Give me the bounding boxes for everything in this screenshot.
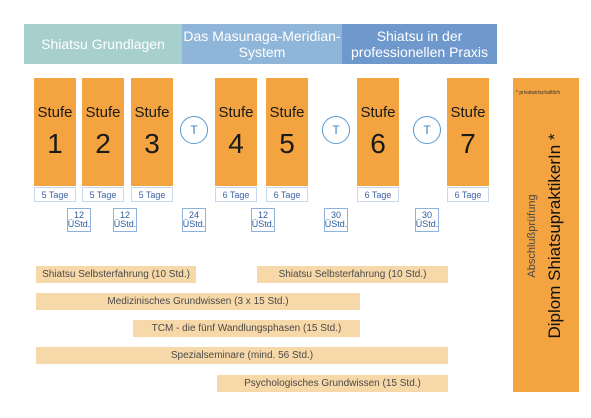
stage-label: Stufe [218, 104, 254, 121]
stage-label: Stufe [450, 104, 486, 121]
hours-box: 12 ÜStd. [113, 208, 137, 232]
hours-unit: ÜStd. [251, 219, 275, 229]
stage-4-days: 6 Tage [215, 187, 257, 202]
stage-number: 2 [95, 128, 111, 159]
stage-2: Stufe 2 [82, 78, 124, 186]
stage-number: 5 [279, 128, 295, 159]
stage-5: Stufe 5 [266, 78, 308, 186]
hours-box: 30 ÜStd. [324, 208, 348, 232]
stage-3-days: 5 Tage [131, 187, 173, 202]
hours-box: 12 ÜStd. [251, 208, 275, 232]
stage-label: Stufe [85, 104, 121, 121]
t-circle: T [322, 116, 350, 144]
bar-medizinisches-grundwissen: Medizinisches Grundwissen (3 x 15 Std.) [36, 293, 360, 310]
bar-spezialseminare: Spezialseminare (mind. 56 Std.) [36, 347, 448, 364]
hours-number: 12 [73, 210, 84, 220]
hours-number: 30 [421, 210, 432, 220]
stage-3: Stufe 3 [131, 78, 173, 186]
stage-number: 3 [144, 128, 160, 159]
hours-number: 12 [257, 210, 268, 220]
stage-4: Stufe 4 [215, 78, 257, 186]
phase-header-praxis: Shiatsu in der professionellen Praxis [342, 24, 497, 64]
hours-unit: ÜStd. [113, 219, 137, 229]
bar-psychologisches-grundwissen: Psychologisches Grundwissen (15 Std.) [217, 375, 448, 392]
stage-6: Stufe 6 [357, 78, 399, 186]
diploma-footnote: * privatwirtschaftlich [516, 90, 561, 96]
bar-tcm-wandlungsphasen: TCM - die fünf Wandlungsphasen (15 Std.) [133, 320, 360, 337]
stage-5-days: 6 Tage [266, 187, 308, 202]
stage-1: Stufe 1 [34, 78, 76, 186]
diploma-block [513, 78, 579, 392]
stage-label: Stufe [134, 104, 170, 121]
hours-unit: ÜStd. [67, 219, 91, 229]
stage-2-days: 5 Tage [82, 187, 124, 202]
stage-number: 7 [460, 128, 476, 159]
hours-number: 30 [330, 210, 341, 220]
exam-label: Abschlußprüfung [526, 194, 538, 278]
hours-box: 12 ÜStd. [67, 208, 91, 232]
hours-box: 24 ÜStd. [182, 208, 206, 232]
stage-7-days: 6 Tage [447, 187, 489, 202]
hours-number: 12 [119, 210, 130, 220]
stage-number: 4 [228, 128, 244, 159]
stage-number: 6 [370, 128, 386, 159]
stage-7: Stufe 7 [447, 78, 489, 186]
hours-box: 30 ÜStd. [415, 208, 439, 232]
hours-unit: ÜStd. [182, 219, 206, 229]
stage-label: Stufe [360, 104, 396, 121]
stage-number: 1 [47, 128, 63, 159]
stage-label: Stufe [37, 104, 73, 121]
stage-6-days: 6 Tage [357, 187, 399, 202]
phase-header-meridian-system: Das Masunaga-Meridian-System [182, 24, 342, 64]
bar-selbsterfahrung-2: Shiatsu Selbsterfahrung (10 Std.) [257, 266, 448, 283]
t-circle: T [180, 116, 208, 144]
hours-number: 24 [188, 210, 199, 220]
stage-1-days: 5 Tage [34, 187, 76, 202]
stage-label: Stufe [269, 104, 305, 121]
hours-unit: ÜStd. [324, 219, 348, 229]
bar-selbsterfahrung-1: Shiatsu Selbsterfahrung (10 Std.) [36, 266, 196, 283]
diploma-title: Diplom ShiatsupraktikerIn * [545, 133, 564, 339]
phase-header-grundlagen: Shiatsu Grundlagen [24, 24, 182, 64]
hours-unit: ÜStd. [415, 219, 439, 229]
t-circle: T [413, 116, 441, 144]
